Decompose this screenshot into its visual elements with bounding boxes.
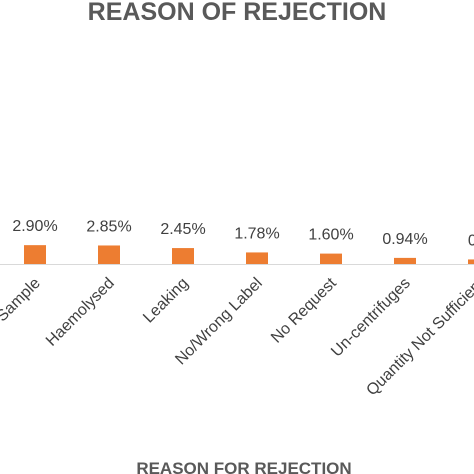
category-label-6: Un-centrifuges	[328, 275, 414, 361]
bar-1	[24, 245, 46, 264]
category-label-5: No Request	[268, 274, 340, 346]
bar-4	[246, 252, 268, 264]
data-label-7: 0.7	[468, 232, 474, 249]
bar-3	[172, 248, 194, 264]
data-label-3: 2.45%	[160, 221, 205, 238]
data-label-1: 2.90%	[12, 218, 57, 235]
data-label-5: 1.60%	[308, 227, 353, 244]
data-label-2: 2.85%	[86, 218, 131, 235]
category-label-1: Sample	[0, 275, 44, 325]
bar-6	[394, 257, 416, 264]
data-label-6: 0.94%	[382, 231, 427, 248]
x-axis-title: REASON FOR REJECTION	[136, 459, 351, 474]
category-label-2: Haemolysed	[43, 275, 118, 350]
bar-2	[98, 245, 120, 264]
category-label-3: Leaking	[140, 275, 192, 327]
category-label-7: Quantity Not Sufficient	[363, 274, 474, 399]
bar-5	[320, 253, 342, 264]
data-label-4: 1.78%	[234, 225, 279, 242]
bar-7	[468, 259, 474, 264]
chart-title: REASON OF REJECTION	[88, 0, 387, 26]
